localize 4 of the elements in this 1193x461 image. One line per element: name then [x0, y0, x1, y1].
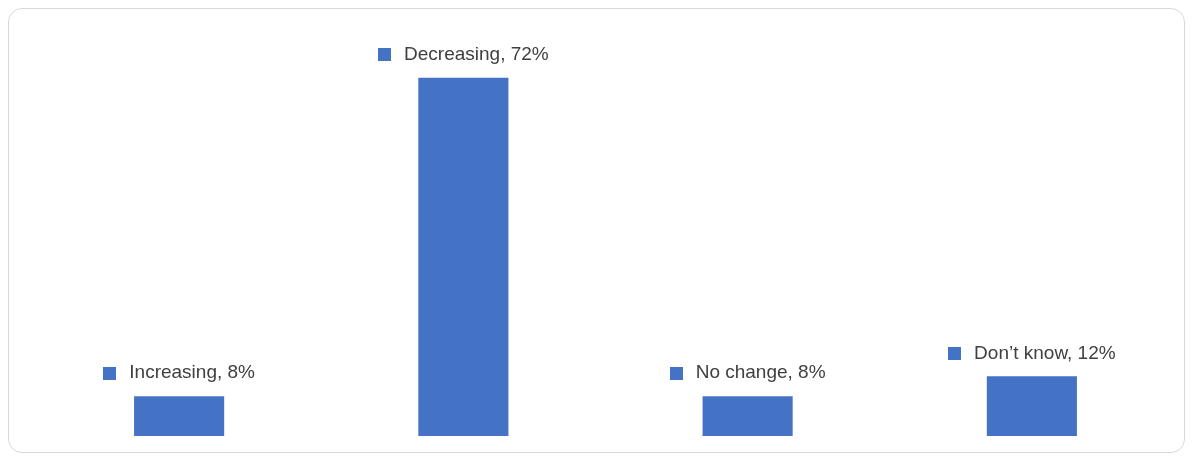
data-label: Decreasing, 72% [404, 43, 549, 65]
data-label: No change, 8% [695, 361, 826, 383]
data-label: Increasing, 8% [129, 361, 256, 383]
data-label: Don’t know, 12% [974, 341, 1116, 363]
